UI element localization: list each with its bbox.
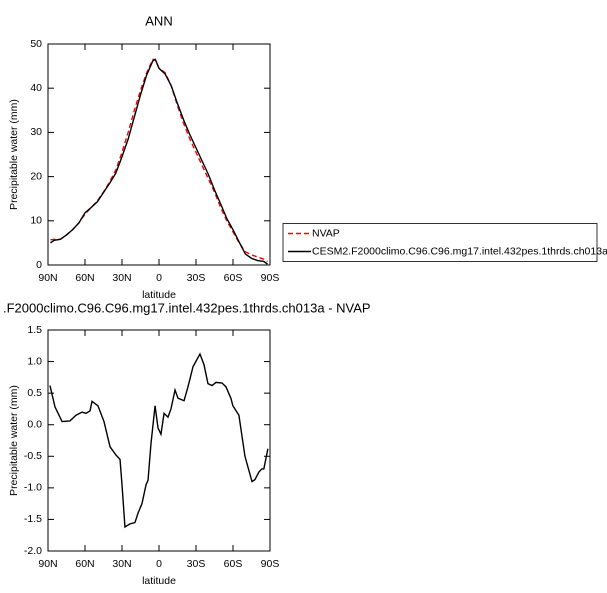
y-tick-label: 1.0 — [27, 355, 42, 367]
x-tick-label: 60S — [224, 558, 243, 570]
y-tick-label: 1.5 — [27, 324, 42, 336]
plot-frame — [47, 43, 271, 266]
y-tick-label: 50 — [30, 38, 42, 50]
y-tick-label: -0.5 — [24, 450, 42, 462]
x-axis-label: latitude — [142, 575, 176, 587]
y-tick-label: 30 — [30, 126, 42, 138]
plot-frame — [47, 329, 271, 552]
legend-label: CESM2.F2000climo.C96.C96.mg17.intel.432p… — [312, 245, 607, 257]
y-tick-label: 10 — [30, 215, 42, 227]
x-tick-label: 90S — [261, 558, 280, 570]
y-axis-label: Precipitable water (mm) — [8, 385, 20, 496]
y-tick-label: -2.0 — [24, 545, 42, 557]
x-tick-label: 60N — [75, 272, 94, 284]
x-tick-label: 0 — [156, 558, 162, 570]
y-tick-label: 0.5 — [27, 387, 42, 399]
data-line — [49, 352, 269, 529]
y-tick-label: 0 — [36, 259, 42, 271]
y-tick-label: -1.0 — [24, 482, 42, 494]
y-tick-label: 0.0 — [27, 418, 42, 430]
y-tick-label: 20 — [30, 170, 42, 182]
x-tick-label: 90N — [38, 272, 57, 284]
x-axis-label: latitude — [142, 289, 176, 301]
y-tick-label: -1.5 — [24, 513, 42, 525]
chart-title: ANN — [145, 13, 172, 28]
x-tick-label: 30S — [187, 558, 206, 570]
x-tick-label: 0 — [156, 272, 162, 284]
x-tick-label: 60N — [75, 558, 94, 570]
x-tick-label: 30N — [112, 558, 131, 570]
data-line — [50, 58, 268, 263]
chart-title: .F2000climo.C96.C96.mg17.intel.432pes.1t… — [3, 300, 371, 315]
legend-box — [282, 223, 598, 262]
x-tick-label: 90S — [261, 272, 280, 284]
x-tick-label: 30N — [112, 272, 131, 284]
x-tick-label: 90N — [38, 558, 57, 570]
y-tick-label: 40 — [30, 82, 42, 94]
data-line — [50, 58, 268, 265]
x-tick-label: 60S — [224, 272, 243, 284]
legend-label: NVAP — [312, 227, 340, 239]
y-axis-label: Precipitable water (mm) — [8, 99, 20, 210]
x-tick-label: 30S — [187, 272, 206, 284]
